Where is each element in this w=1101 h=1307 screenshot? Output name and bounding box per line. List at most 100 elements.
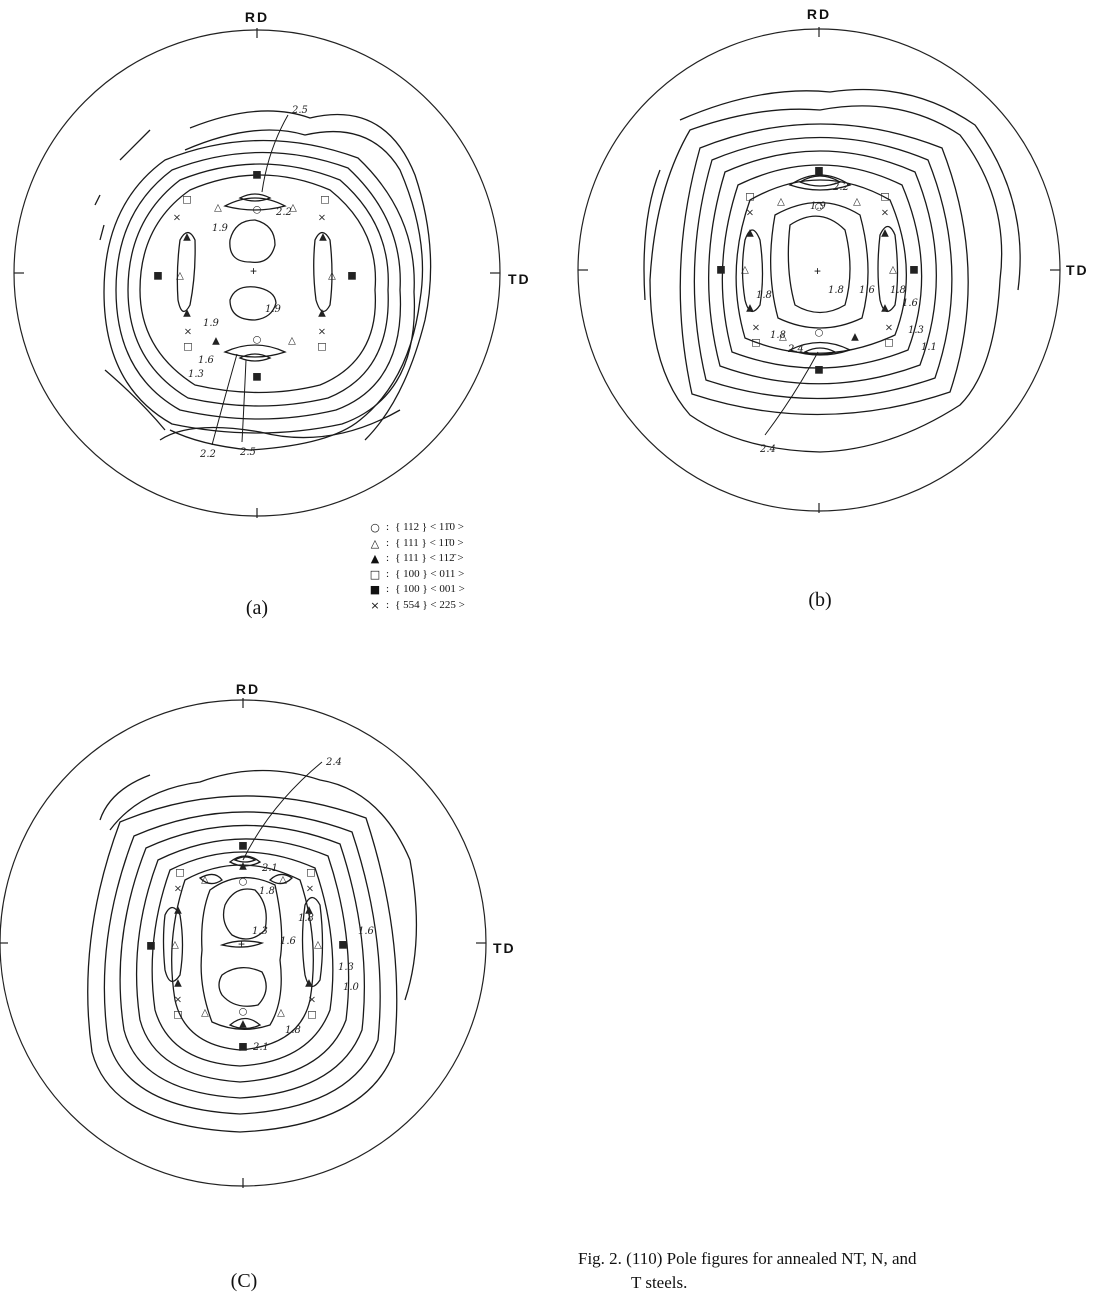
contour-value: 2.4 [759, 444, 776, 455]
cross-icon: × [306, 884, 314, 895]
contour-value: 1.3 [188, 369, 204, 380]
cross-icon: × [184, 327, 192, 338]
filled-square-icon: ■ [347, 271, 356, 282]
open-square-icon: □ [369, 567, 381, 581]
contour-value: 1.1 [921, 342, 937, 353]
open-triangle-icon: △ [370, 536, 380, 550]
open-square-icon: □ [182, 195, 191, 206]
open-triangle-icon: △ [328, 271, 336, 282]
filled-square-icon: ■ [252, 372, 261, 383]
legend-row: □ : { 100 } < 011 > [369, 567, 465, 581]
contour-value: 1.8 [890, 285, 906, 296]
rd-label: RD [236, 681, 260, 697]
legend-plane: { 100 } [395, 583, 428, 595]
filled-triangle-icon: ▲ [318, 308, 326, 319]
center-cross: + [814, 264, 823, 278]
open-circle-icon: ○ [370, 521, 380, 534]
contour-value: 2.2 [832, 182, 849, 193]
contour-value: 1.6 [902, 298, 919, 309]
filled-triangle-icon: ▲ [881, 228, 889, 239]
open-triangle-icon: △ [201, 1008, 209, 1019]
open-circle-icon: ○ [239, 877, 248, 888]
contour-value: 2.2 [199, 449, 216, 460]
legend-direction: < 011 > [430, 567, 465, 580]
contour-lines [87, 769, 418, 1133]
open-triangle-icon: △ [201, 875, 209, 886]
filled-square-icon: ■ [338, 940, 347, 951]
cross-icon: × [370, 598, 380, 612]
filled-square-icon: ■ [153, 271, 162, 282]
contour-value: 1.9 [810, 201, 827, 212]
leader-lines [211, 114, 289, 446]
open-triangle-icon: △ [741, 265, 749, 276]
contour-value: 2.4 [787, 344, 804, 355]
orientation-markers: ■ ▲ ○ △ △ □ □ × × ▲ ▲ △ △ ■ ■ ▲ ▲ × × □ … [146, 841, 347, 1053]
contour-value: 1.3 [338, 962, 354, 973]
legend-plane: { 100 } [395, 567, 428, 580]
open-triangle-icon: △ [853, 197, 861, 208]
cross-icon: × [318, 327, 326, 338]
open-circle-icon: ○ [815, 328, 824, 339]
open-triangle-icon: △ [171, 940, 179, 951]
filled-square-icon: ■ [909, 265, 918, 276]
filled-triangle-icon: ▲ [305, 905, 313, 916]
filled-square-icon: ■ [814, 166, 823, 177]
contour-value: 2.1 [261, 863, 278, 874]
legend-row: ■ : { 100 } < 001 > [369, 583, 465, 596]
contour-lines [94, 110, 432, 451]
open-triangle-icon: △ [214, 203, 222, 214]
legend-direction: < 112̄ > [429, 552, 464, 564]
open-triangle-icon: △ [277, 1008, 285, 1019]
contour-value: 1.9 [212, 223, 229, 234]
contour-value: 2.5 [291, 105, 308, 116]
open-circle-icon: ○ [253, 335, 262, 346]
legend-direction: < 11̄0 > [429, 536, 464, 549]
legend-direction: < 225 > [430, 598, 465, 611]
leader-lines [242, 761, 323, 861]
filled-square-icon: ■ [238, 841, 247, 852]
contour-value: 1.3 [252, 926, 268, 937]
legend-row: ▲ : { 111 } < 112̄ > [368, 551, 465, 567]
symbol-legend: ○ : { 112 } < 11̄0 > △ : { 111 } < 11̄0 … [368, 520, 465, 613]
open-square-icon: □ [173, 1010, 182, 1021]
open-triangle-icon: △ [779, 332, 787, 343]
legend-plane: { 111 } [395, 536, 427, 549]
figure-caption: Fig. 2. (110) Pole figures for annealed … [578, 1247, 1088, 1295]
panel-label-b: (b) [808, 589, 832, 611]
contour-value: 1.9 [203, 318, 220, 329]
filled-triangle-icon: ▲ [319, 232, 327, 243]
filled-square-icon: ■ [146, 941, 155, 952]
contour-value: 1.6 [358, 926, 375, 937]
contour-values: 2.4 2.2 1.9 1.8 1.6 1.8 1.6 1.8 1.3 1.1 … [756, 182, 937, 455]
caption-line-1: Fig. 2. (110) Pole figures for annealed … [578, 1249, 917, 1268]
filled-triangle-icon: ▲ [183, 232, 191, 243]
filled-triangle-icon: ▲ [370, 552, 380, 565]
legend-plane: { 112 } [395, 521, 428, 533]
open-square-icon: □ [320, 195, 329, 206]
contour-value: 2.5 [239, 447, 256, 458]
open-circle-icon: ○ [253, 205, 262, 216]
open-square-icon: □ [306, 868, 315, 879]
pole-figure-c: RD TD + 2.4 [0, 681, 516, 1188]
cross-icon: × [173, 213, 181, 224]
contour-lines [643, 88, 1021, 453]
filled-square-icon: ■ [814, 365, 823, 376]
filled-triangle-icon: ▲ [851, 332, 859, 343]
orientation-markers: ■ ○ △ △ □ □ × × ▲ ▲ △ △ ■ ■ ▲ ▲ × × □ □ … [153, 170, 356, 383]
contour-value: 1.6 [859, 285, 876, 296]
contour-value: 2.1 [252, 1042, 269, 1053]
center-cross: + [250, 264, 259, 278]
filled-triangle-icon: ▲ [212, 336, 220, 347]
center-cross: + [238, 937, 247, 951]
legend-row: △ : { 111 } < 11̄0 > [368, 536, 465, 552]
filled-triangle-icon: ▲ [239, 1019, 247, 1030]
panel-label-a: (a) [245, 597, 269, 619]
open-square-icon: □ [175, 868, 184, 879]
caption-line-2: T steels. [631, 1273, 688, 1292]
pole-figure-a: RD TD + [13, 9, 529, 518]
cross-icon: × [746, 208, 754, 219]
contour-value: 1.6 [280, 936, 297, 947]
td-label: TD [493, 940, 516, 956]
contour-values: 2.4 2.1 1.8 1.8 1.3 1.6 1.6 1.3 1.0 1.8 … [252, 757, 375, 1053]
